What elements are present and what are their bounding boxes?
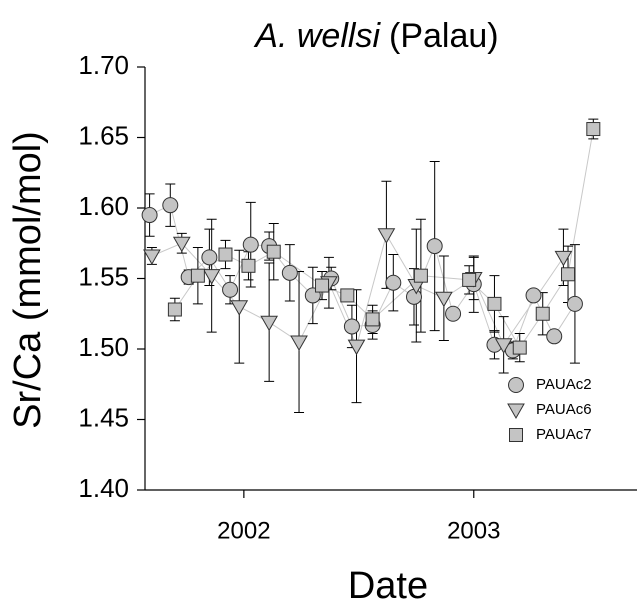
marker	[201, 249, 218, 266]
x-tick-label: 2002	[217, 517, 270, 544]
chart-title-species: A. wellsi	[253, 17, 381, 55]
marker	[290, 335, 308, 351]
legend-marker	[508, 377, 524, 393]
x-axis-label: Date	[348, 565, 428, 604]
marker	[494, 338, 513, 354]
y-tick-label: 1.60	[78, 191, 129, 221]
marker	[405, 288, 422, 305]
marker	[143, 249, 161, 265]
marker	[218, 247, 233, 262]
y-tick-label: 1.50	[78, 332, 129, 362]
y-tick-label: 1.45	[78, 402, 129, 432]
marker	[190, 268, 205, 283]
marker	[230, 300, 249, 316]
marker	[172, 236, 191, 253]
marker	[546, 328, 563, 345]
marker	[554, 250, 573, 267]
y-axis-label: Sr/Ca (mmol/mol)	[7, 131, 49, 429]
marker	[435, 291, 453, 308]
marker	[377, 228, 396, 244]
legend-label: PAUAc7	[536, 426, 592, 443]
marker	[241, 258, 256, 273]
marker	[385, 274, 402, 291]
marker	[167, 302, 182, 317]
marker	[462, 272, 477, 287]
legend-label: PAUAc2	[536, 376, 592, 393]
legend-marker	[509, 428, 523, 442]
marker	[141, 207, 158, 224]
legend-marker	[507, 403, 525, 420]
marker	[202, 269, 221, 285]
chart-title-location: (Palau)	[389, 17, 499, 55]
marker	[266, 244, 281, 259]
y-tick-label: 1.65	[78, 120, 129, 150]
marker	[281, 264, 298, 281]
marker	[535, 306, 550, 321]
marker	[525, 287, 542, 304]
marker	[487, 296, 502, 311]
y-tick-label: 1.55	[78, 261, 129, 291]
marker	[260, 315, 279, 332]
y-tick-label: 1.40	[78, 473, 129, 503]
marker	[561, 267, 576, 282]
marker	[347, 339, 366, 356]
marker	[426, 238, 443, 255]
marker	[343, 318, 360, 335]
marker	[365, 312, 380, 327]
marker	[512, 340, 527, 355]
x-tick-label: 2003	[447, 517, 500, 544]
marker	[413, 268, 428, 283]
marker	[242, 236, 259, 253]
marker	[315, 278, 330, 293]
legend-label: PAUAc6	[536, 401, 592, 418]
y-tick-label: 1.70	[78, 50, 129, 80]
marker	[162, 197, 179, 214]
marker	[222, 281, 239, 298]
marker	[586, 122, 601, 137]
marker	[566, 295, 583, 312]
marker	[445, 305, 462, 322]
marker	[340, 288, 355, 303]
